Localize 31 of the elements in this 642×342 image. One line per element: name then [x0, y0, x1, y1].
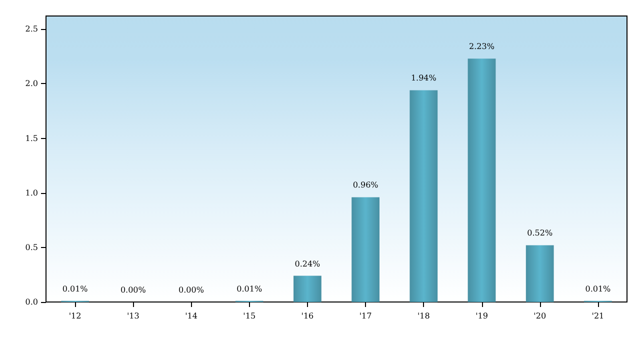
x-tick-label: '15 [243, 312, 256, 320]
x-tick-label: '16 [301, 312, 314, 320]
y-tick-label: 0.5 [25, 242, 38, 252]
x-tick-label: '19 [476, 312, 488, 320]
bar [468, 58, 496, 302]
x-tick-label: '14 [185, 312, 198, 320]
y-tick-label: 1.5 [25, 134, 38, 143]
data-label: 0.01% [236, 284, 262, 294]
data-label: 0.24% [294, 259, 321, 268]
x-tick-label: '21 [592, 312, 604, 320]
y-tick-label: 0.0 [25, 298, 38, 306]
x-tick-label: '12 [68, 312, 82, 320]
bar [294, 276, 322, 302]
x-tick-label: '13 [126, 312, 140, 320]
data-label: 0.52% [527, 228, 553, 238]
data-label: 1.94% [410, 74, 437, 83]
x-tick-label: '20 [534, 312, 546, 320]
data-label: 0.00% [120, 286, 146, 294]
y-tick-label: 1.0 [25, 188, 38, 198]
bar [526, 245, 554, 302]
data-label: 0.01% [62, 284, 88, 294]
data-label: 0.00% [178, 286, 204, 294]
bar [410, 90, 438, 302]
data-label: 2.23% [469, 42, 495, 52]
bar [352, 197, 380, 302]
x-tick-label: '18 [417, 312, 430, 320]
y-tick-label: 2.5 [25, 24, 38, 34]
data-label: 0.01% [585, 284, 612, 294]
y-tick-label: 2.0 [25, 79, 38, 88]
x-tick-label: '17 [359, 312, 372, 320]
data-label: 0.96% [352, 180, 379, 190]
